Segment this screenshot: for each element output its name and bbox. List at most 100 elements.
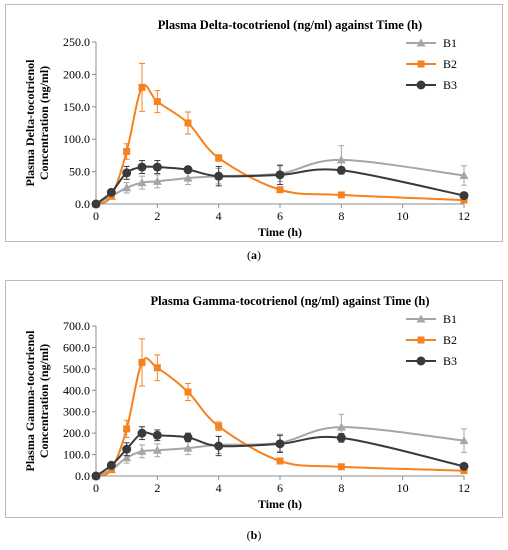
data-point [122, 444, 132, 454]
data-point [153, 98, 161, 106]
data-point [214, 171, 224, 181]
legend-label: B3 [443, 354, 457, 368]
caption-a: (a) [247, 248, 261, 262]
y-tick-label: 200.0 [63, 67, 90, 81]
x-tick-label: 4 [216, 481, 222, 495]
caption-b-letter: b [250, 528, 258, 542]
data-point [275, 170, 285, 180]
legend-label: B1 [443, 312, 457, 326]
chart-panel-b: Plasma Gamma-tocotrienol (ng/ml) against… [0, 275, 508, 550]
data-point [152, 430, 162, 440]
data-point [183, 165, 193, 175]
x-tick-label: 0 [93, 209, 99, 223]
legend-marker [416, 356, 426, 366]
caption-b: (b) [246, 528, 262, 542]
y-tick-label: 0.0 [75, 197, 90, 211]
series-b2 [92, 62, 468, 208]
y-tick-label: 250.0 [63, 35, 90, 49]
legend-label: B1 [443, 36, 457, 50]
legend-marker [416, 80, 426, 90]
data-point [336, 165, 346, 175]
data-point [215, 154, 223, 162]
x-tick-label: 8 [338, 209, 344, 223]
chart-frame-b: Plasma Gamma-tocotrienol (ng/ml) against… [5, 280, 503, 518]
data-point [138, 358, 146, 366]
chart-title: Plasma Gamma-tocotrienol (ng/ml) against… [150, 294, 429, 308]
y-tick-label: 100.0 [63, 132, 90, 146]
legend: B1 B2 B3 [406, 36, 457, 92]
caption-a-letter: a [251, 248, 257, 262]
data-point [123, 148, 131, 156]
y-tick-label: 50.0 [69, 165, 90, 179]
x-axis-label: Time (h) [258, 497, 302, 511]
data-point [91, 471, 101, 481]
chart-frame-a: Plasma Delta-tocotrienol (ng/ml) against… [5, 4, 503, 242]
data-point [275, 439, 285, 449]
y-tick-label: 100.0 [63, 448, 90, 462]
data-point [122, 453, 132, 462]
x-tick-label: 6 [277, 209, 283, 223]
data-point [459, 436, 469, 445]
data-point [459, 170, 469, 179]
y-tick-label: 200.0 [63, 426, 90, 440]
data-point [137, 162, 147, 172]
series-line [95, 165, 465, 205]
x-tick-label: 12 [458, 209, 470, 223]
data-point [152, 162, 162, 172]
data-point [183, 443, 193, 452]
legend: B1 B2 B3 [406, 312, 457, 368]
data-point [337, 191, 345, 199]
data-point [137, 178, 147, 187]
y-axis-label: Plasma Gamma-tocotrienol Concentration (n… [23, 330, 51, 472]
data-point [152, 445, 162, 454]
data-point [152, 176, 162, 185]
x-tick-label: 2 [154, 209, 160, 223]
data-point [336, 422, 346, 431]
y-axis-label-line: Concentration (ng/ml) [37, 66, 51, 180]
data-point [460, 196, 468, 204]
legend-label: B2 [443, 57, 457, 71]
legend-marker [416, 314, 426, 323]
x-tick-label: 10 [397, 209, 409, 223]
chart-a-svg: Plasma Delta-tocotrienol (ng/ml) against… [23, 18, 470, 239]
data-point [337, 463, 345, 471]
series-b3 [91, 160, 469, 209]
series-b2 [92, 338, 468, 480]
y-tick-label: 700.0 [63, 319, 90, 333]
y-tick-label: 150.0 [63, 100, 90, 114]
data-point [137, 446, 147, 455]
y-tick-label: 500.0 [63, 362, 90, 376]
data-point [184, 119, 192, 127]
data-point [276, 186, 284, 194]
legend-marker [417, 336, 425, 344]
series-line [95, 158, 465, 205]
chart-b-svg: Plasma Gamma-tocotrienol (ng/ml) against… [23, 294, 470, 511]
data-point [276, 457, 284, 465]
legend-marker [416, 38, 426, 47]
data-point [138, 83, 146, 91]
x-tick-label: 2 [154, 481, 160, 495]
y-axis-label-line: Plasma Delta-tocotrienol [23, 59, 37, 187]
chart-title: Plasma Delta-tocotrienol (ng/ml) against… [158, 18, 422, 32]
data-point [214, 441, 224, 451]
data-point [153, 364, 161, 372]
data-point [459, 461, 469, 471]
data-point [122, 168, 132, 178]
legend-marker [417, 60, 425, 68]
x-axis-label: Time (h) [258, 225, 302, 239]
data-point [106, 187, 116, 197]
y-tick-label: 0.0 [75, 469, 90, 483]
data-point [122, 183, 132, 192]
series-line [95, 357, 465, 477]
data-point [215, 422, 223, 430]
y-axis-label-line: Plasma Gamma-tocotrienol [23, 330, 37, 472]
legend-label: B3 [443, 78, 457, 92]
data-point [336, 155, 346, 164]
data-point [91, 199, 101, 209]
data-point [123, 425, 131, 433]
data-point [459, 191, 469, 201]
x-tick-label: 6 [277, 481, 283, 495]
y-tick-label: 600.0 [63, 340, 90, 354]
y-axis-label: Plasma Delta-tocotrienol Concentration (n… [23, 59, 51, 187]
series-b3 [91, 426, 469, 481]
